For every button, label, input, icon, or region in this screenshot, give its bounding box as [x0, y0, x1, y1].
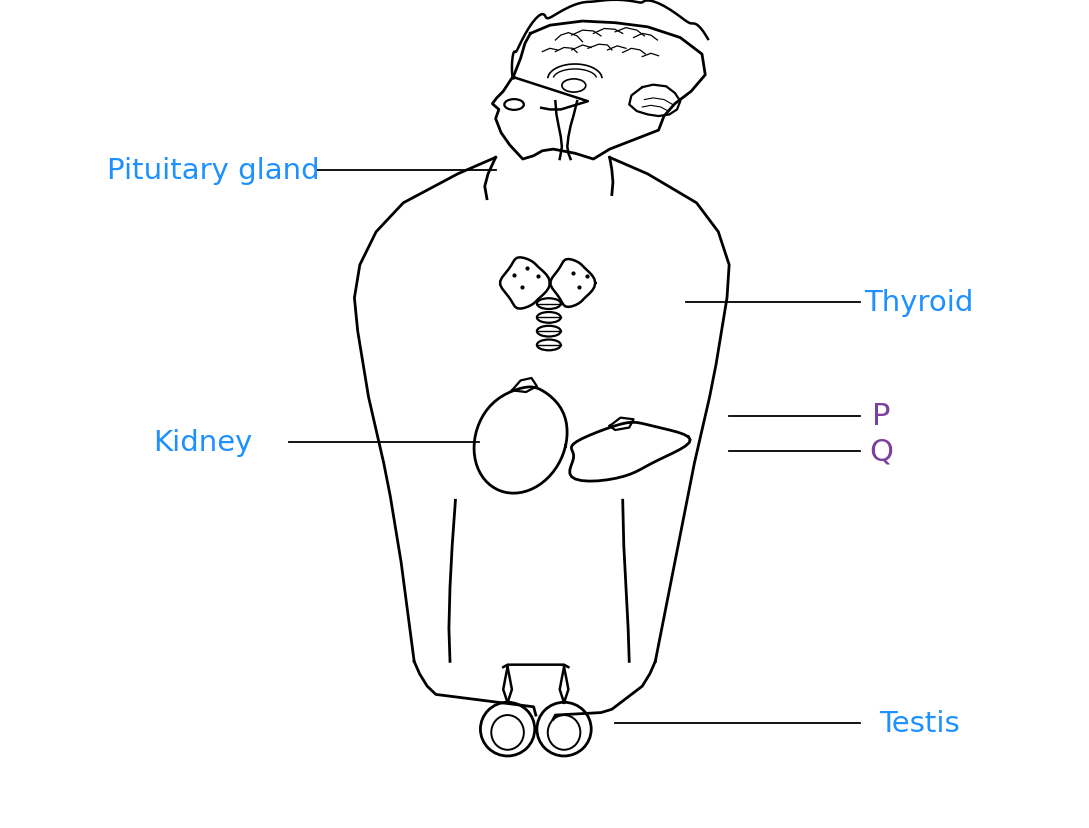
Text: Testis: Testis: [879, 710, 959, 738]
Text: P: P: [872, 402, 891, 431]
Text: Kidney: Kidney: [152, 429, 252, 457]
Text: Thyroid: Thyroid: [865, 289, 974, 316]
Text: Pituitary gland: Pituitary gland: [107, 156, 319, 185]
Text: Q: Q: [869, 436, 893, 465]
